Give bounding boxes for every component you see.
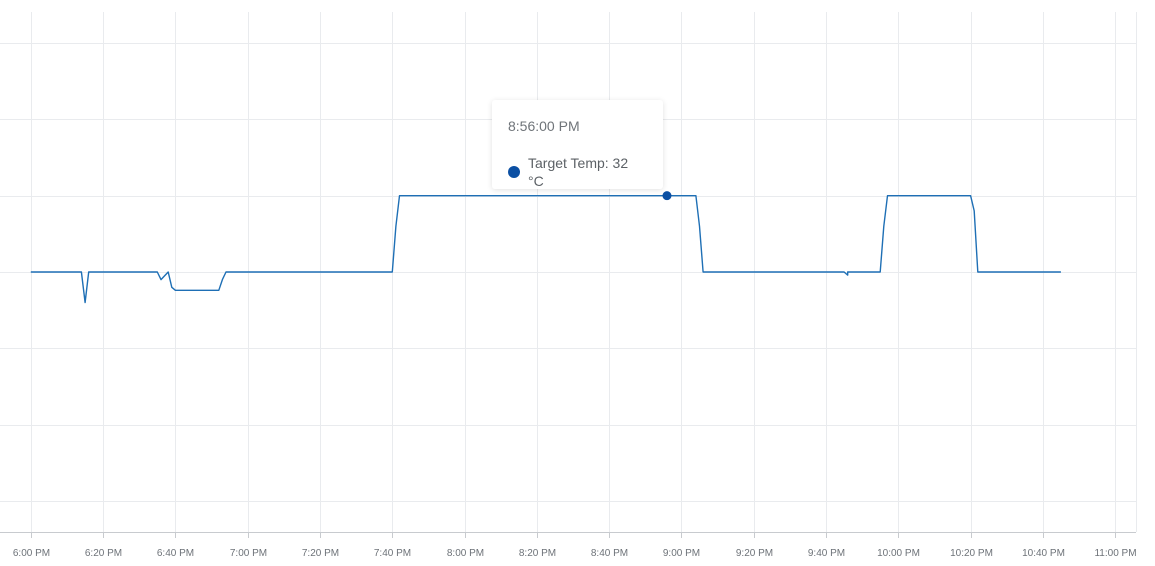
tooltip-series-row: Target Temp: 32 °C	[508, 154, 647, 190]
series-color-dot-icon	[508, 166, 520, 178]
x-tick-label: 8:20 PM	[519, 548, 556, 559]
x-tick-label: 7:40 PM	[374, 548, 411, 559]
x-tick-label: 8:00 PM	[447, 548, 484, 559]
x-tick-label: 11:00 PM	[1094, 548, 1136, 559]
x-tick-label: 7:00 PM	[230, 548, 267, 559]
series-line-target-temp[interactable]	[30, 194, 1061, 304]
tooltip-value-label: Target Temp: 32 °C	[528, 155, 629, 189]
tooltip: 8:56:00 PM Target Temp: 32 °C	[492, 100, 663, 189]
x-tick-label: 6:00 PM	[13, 548, 50, 559]
x-tick-label: 6:20 PM	[85, 548, 122, 559]
x-tick-label: 9:00 PM	[663, 548, 700, 559]
x-tick-label: 10:40 PM	[1022, 548, 1065, 559]
x-tick-label: 9:20 PM	[736, 548, 773, 559]
x-tick-label: 7:20 PM	[302, 548, 339, 559]
hover-data-point[interactable]	[662, 191, 672, 201]
tooltip-time: 8:56:00 PM	[508, 118, 580, 134]
x-tick-label: 6:40 PM	[157, 548, 194, 559]
x-tick-label: 8:40 PM	[591, 548, 628, 559]
x-tick-label: 10:00 PM	[877, 548, 920, 559]
x-tick-label: 10:20 PM	[950, 548, 993, 559]
x-tick-label: 9:40 PM	[808, 548, 845, 559]
hover-point-layer	[662, 191, 672, 201]
x-axis: 6:00 PM 6:20 PM 6:40 PM 7:00 PM 7:20 PM 7:40 …	[0, 532, 1137, 559]
grid-layer	[0, 12, 1137, 532]
series-layer	[30, 194, 1061, 304]
